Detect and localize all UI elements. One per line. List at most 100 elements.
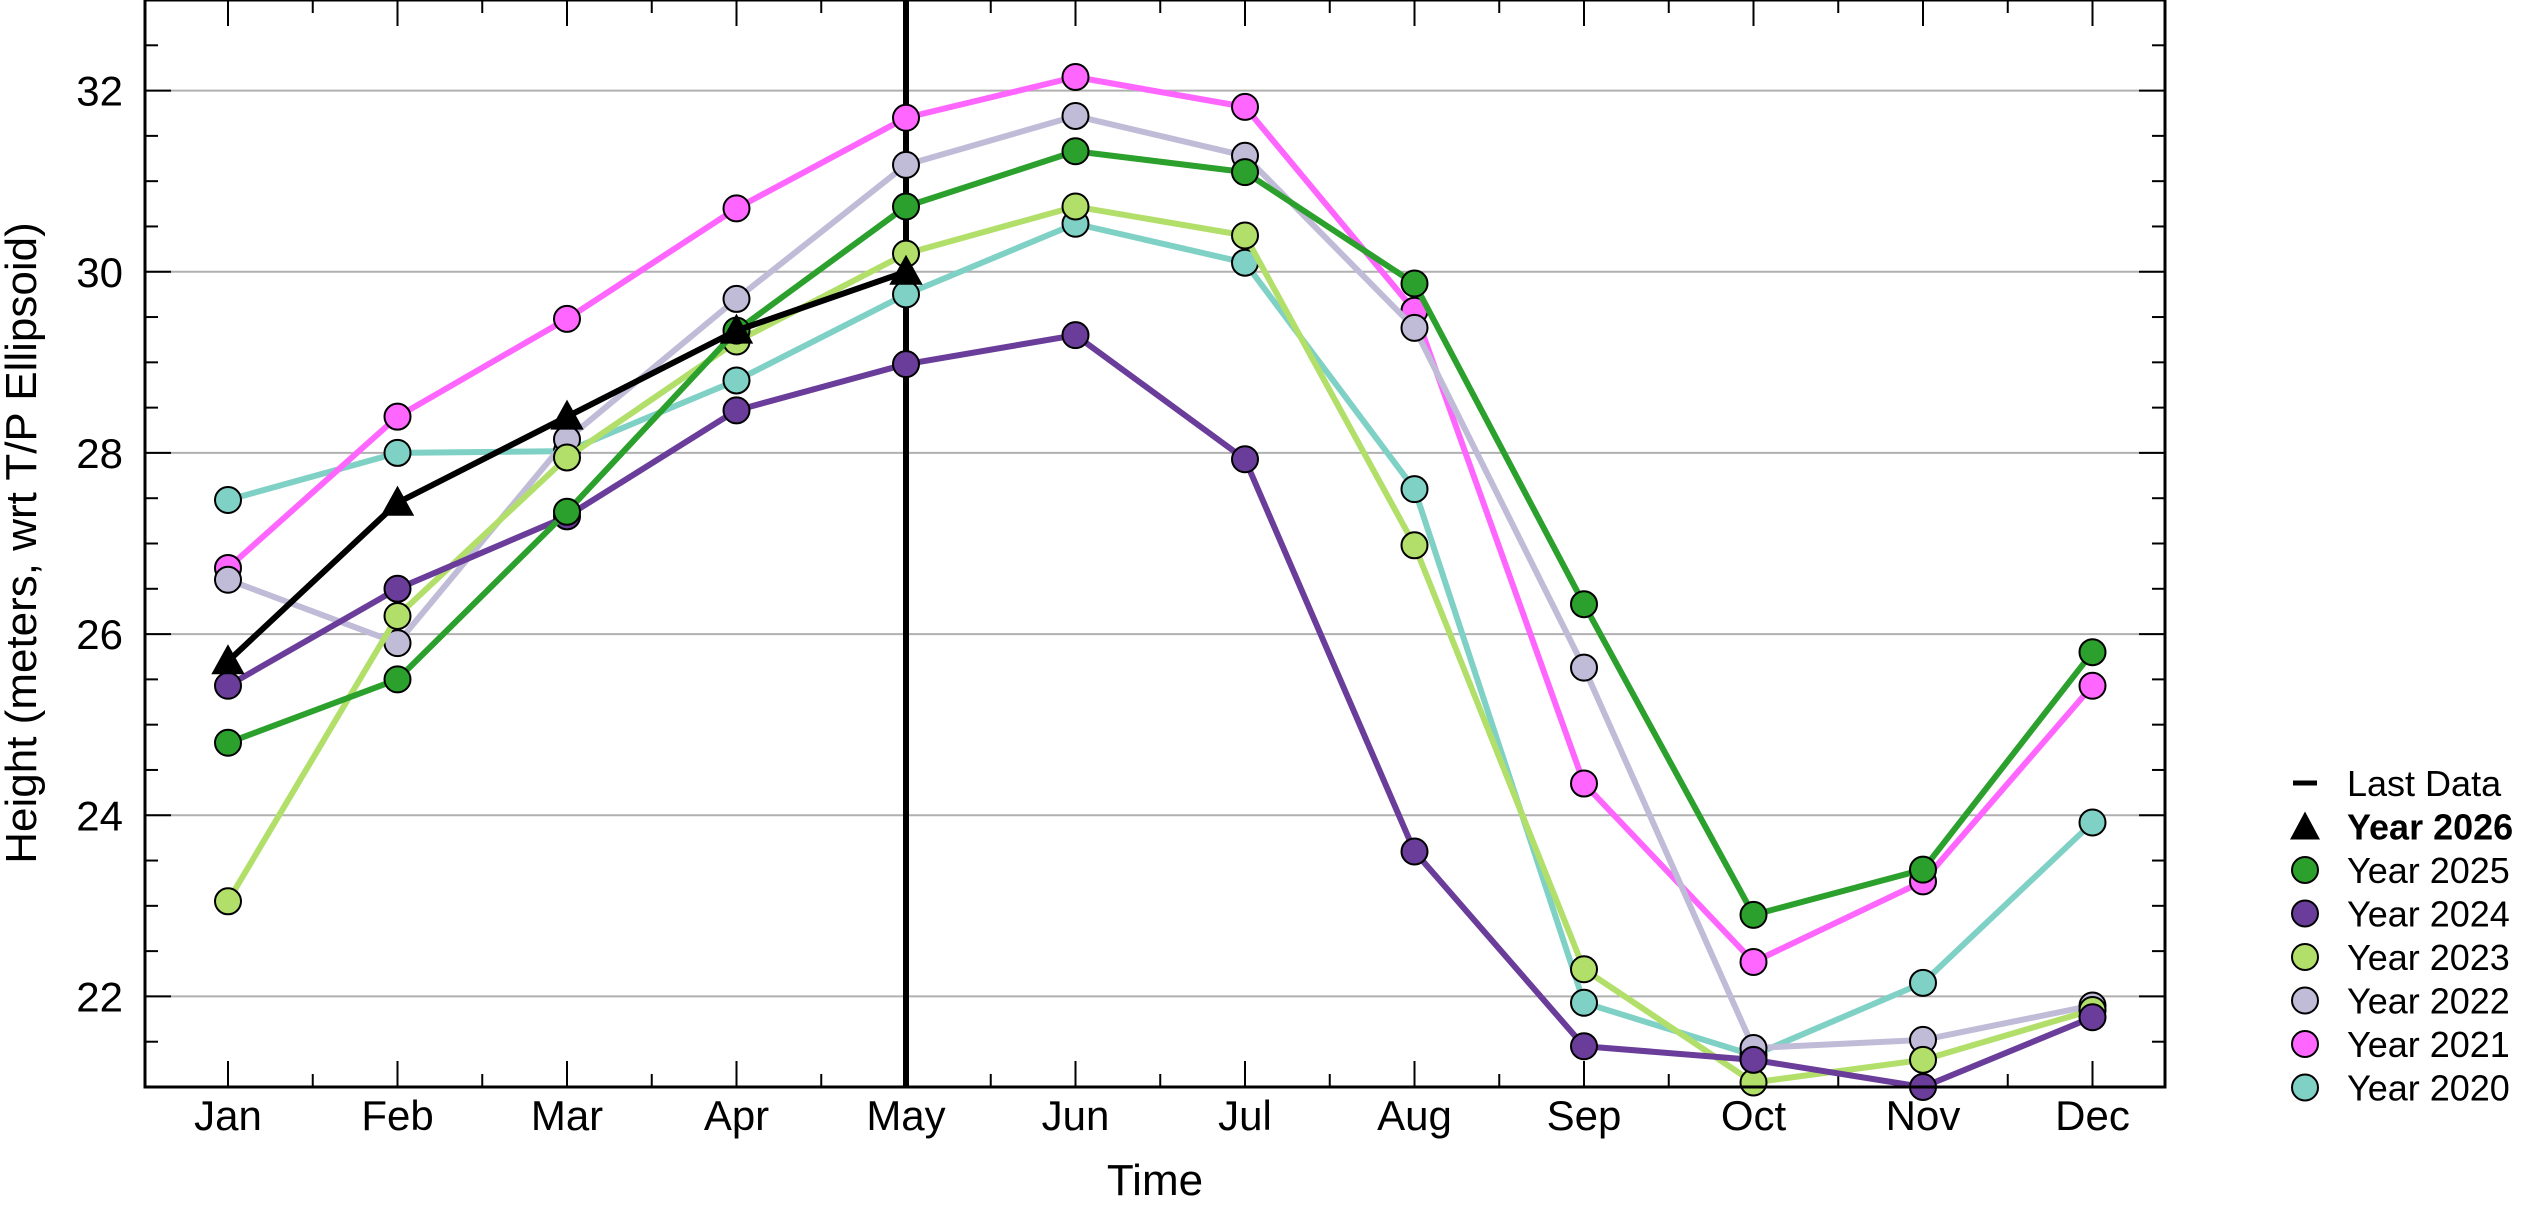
y-tick-label: 24 [76,792,123,839]
x-tick-label: Jul [1218,1092,1272,1139]
series-year-2026-marker [889,254,923,285]
series-year-2021-marker [722,194,751,223]
series-year-2021-marker [1061,62,1090,91]
series-year-2020-marker [214,486,242,515]
series-year-2024-marker [1061,321,1090,350]
series-year-2023-marker [1231,221,1259,250]
series-year-2025-marker [1231,158,1259,187]
series-year-2023-marker [1061,192,1090,221]
y-axis-label: Height (meters, wrt T/P Ellipsoid) [0,222,46,863]
series-year-2026-marker [550,399,584,430]
legend-swatch-year-2025 [2291,856,2319,884]
series-year-2020-marker [383,438,412,467]
series-year-2025-marker [1061,137,1090,166]
series-year-2024-marker [214,671,242,700]
plot-frame [143,0,2167,1089]
series-year-2021-marker [553,304,581,333]
series-year-2023-marker [1909,1045,1937,1074]
series-year-2020-marker [722,366,751,395]
series-year-2025-marker [553,497,581,526]
series-year-2020-marker [2078,808,2107,837]
series-year-2023-marker [383,601,412,630]
legend-label-last-data: Last Data [2347,763,2502,804]
series-year-2025-marker [892,192,920,221]
series-year-2024-marker [1231,445,1259,474]
x-axis-label: Time [1107,1156,1203,1205]
series-year-2024-marker [1400,837,1429,866]
x-tick-label: Dec [2055,1092,2130,1139]
series-year-2022-marker [1570,653,1598,682]
series-year-2026-marker [380,485,415,516]
series-year-2020-marker [892,280,920,309]
series-year-2024-marker [1570,1032,1598,1061]
series-year-2024-marker [2078,1003,2107,1032]
axis-ticks [145,0,2165,1088]
series-year-2026-marker [719,313,754,344]
series-year-2023-marker [553,443,581,472]
series-year-2021-marker [1570,769,1598,798]
series-year-2022-marker [214,565,242,594]
legend-swatch-year-2022 [2291,986,2319,1015]
x-tick-label: Nov [1886,1092,1961,1139]
x-tick-label: Sep [1547,1092,1622,1139]
series-year-2021-marker [892,103,920,132]
series-year-2024-line [226,332,2094,1090]
x-tick-label: Jan [194,1092,262,1139]
series-year-2021-marker [383,402,412,431]
series-year-2026 [211,254,923,675]
series-year-2025 [214,137,2107,929]
x-tick-label: Jun [1042,1092,1110,1139]
series-year-2024-marker [722,396,751,425]
series-year-2023-line [225,203,2094,1086]
legend-swatch-year-2024 [2291,899,2319,928]
y-tick-labels: 22 24 26 28 30 32 [76,68,123,1021]
series-year-2020-marker [1570,988,1598,1017]
series-year-2022-marker [722,284,751,313]
y-tick-label: 26 [76,611,123,658]
legend-label-year-2026: Year 2026 [2347,807,2513,848]
legend-swatch-year-2023 [2291,943,2319,971]
series-year-2025-marker [383,665,412,694]
legend-label-year-2023: Year 2023 [2347,937,2510,978]
x-tick-label: Apr [704,1092,769,1139]
series-year-2026-marker [211,644,245,675]
series-year-2025-marker [1909,855,1937,884]
series-year-2021-line [226,73,2095,965]
series-year-2023-marker [1400,531,1429,560]
series-year-2023-marker [214,887,242,916]
y-tick-label: 32 [76,68,123,115]
series-year-2024-marker [383,574,412,603]
series-year-2024-marker [1739,1045,1768,1074]
series-year-2023-marker [1570,955,1598,984]
y-tick-label: 30 [76,249,123,296]
y-tick-label: 22 [76,973,123,1020]
y-tick-label: 28 [76,430,123,477]
series-year-2021-marker [1231,92,1259,121]
series-year-2021-marker [1739,947,1768,976]
legend-label-year-2022: Year 2022 [2347,981,2510,1022]
series-year-2022-marker [1061,101,1090,130]
series-year-2025-marker [1400,269,1429,298]
series-year-2024-marker [892,350,920,379]
series-year-2025-marker [1739,900,1768,929]
legend-swatch-year-2026 [2290,811,2320,840]
series-year-2022-marker [1400,313,1429,342]
series-year-2025-line [226,148,2095,918]
series-year-2023 [214,192,2107,1097]
legend-swatch-year-2021 [2291,1030,2319,1058]
series-year-2022-marker [892,150,920,179]
legend-label-year-2020: Year 2020 [2347,1068,2510,1109]
series-year-2020-marker [1909,968,1937,997]
legend-swatch-year-2020 [2291,1073,2319,1102]
x-tick-label: May [866,1092,945,1139]
legend-label-year-2025: Year 2025 [2347,850,2510,891]
series-layer [211,62,2107,1101]
legend-label-year-2024: Year 2024 [2347,894,2510,935]
x-tick-label: Feb [361,1092,433,1139]
series-year-2021-marker [2078,671,2107,700]
series-year-2020-marker [1400,475,1429,504]
x-tick-label: Oct [1721,1092,1787,1139]
x-tick-label: Mar [531,1092,603,1139]
